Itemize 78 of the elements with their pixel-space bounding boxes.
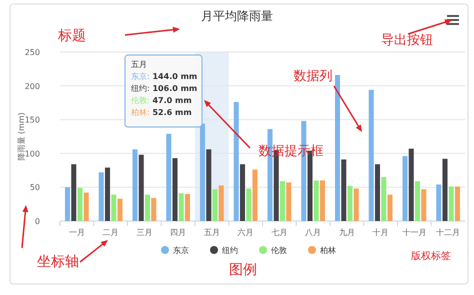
x-tick-label: 一月 [68,228,85,237]
bar [414,181,420,221]
x-tick-label: 十月 [372,228,389,237]
bar [172,158,178,221]
x-tick-label: 九月 [338,228,355,237]
bar [240,164,246,221]
bar [280,181,286,221]
y-tick-label: 100 [24,149,40,158]
annotation: 五月 [131,60,147,69]
y-axis-title: 降雨量 (mm) [17,112,26,161]
legend-label: 东京 [173,246,189,255]
y-tick-label: 0 [34,217,40,226]
legend-label: 柏林 [319,246,336,255]
bar [144,194,150,221]
y-tick-label: 50 [30,183,40,192]
y-tick-label: 200 [24,82,40,91]
bar [84,192,89,221]
bar [387,194,393,221]
x-tick-label: 二月 [102,228,119,237]
bar [286,182,292,221]
bar [347,186,353,221]
text: 图例 [229,262,257,278]
bar [374,164,380,221]
x-tick-label: 八月 [305,228,322,237]
annotation: 东京: 144.0 mm [131,72,198,81]
bar [98,172,104,221]
x-tick-label: 五月 [204,228,220,237]
annotation: 纽约: 106.0 mm [131,84,198,93]
bar [166,134,172,221]
x-tick-label: 十二月 [436,228,460,237]
text: 标题 [57,28,86,44]
bar [77,188,83,221]
bar [117,198,123,221]
legend-label: 纽约 [222,246,238,255]
bar [151,198,156,221]
bar [448,186,454,221]
x-tick-label: 三月 [136,228,152,237]
bar [212,189,218,221]
bar [454,186,460,221]
bar [436,184,442,221]
bar [178,193,184,221]
bar [341,159,346,221]
text: 导出按钮 [381,33,433,48]
bar [71,164,76,221]
bar [314,180,319,221]
bar [408,148,414,221]
legend-label: 伦敦 [271,246,287,255]
bar [184,194,190,221]
text: 坐标轴 [37,254,79,270]
bar [246,188,252,221]
text: 版权标签 [411,250,451,262]
x-tick-label: 四月 [170,228,186,237]
bar [368,90,374,221]
annotation: 数据列 [294,69,332,84]
bar [381,177,386,221]
bar [442,158,448,221]
x-tick-label: 七月 [271,228,288,237]
bar [132,149,138,221]
bar [421,189,426,221]
bar [402,156,408,221]
bar [138,154,144,221]
bar [252,170,258,221]
bar [218,185,224,221]
bar [354,188,359,221]
bar [234,102,239,221]
bar [206,149,212,221]
y-tick-label: 150 [24,116,40,125]
annotation: 伦敦: 47.0 mm [131,96,192,105]
bar [104,168,110,221]
chart-title: 月平均降雨量 [201,9,273,23]
annotation: 柏林: 52.6 mm [130,108,192,117]
bar [320,180,326,221]
bar [111,194,116,221]
bar [334,74,340,221]
x-tick-label: 十一月 [402,228,426,237]
bar [64,187,70,221]
x-tick-label: 六月 [238,228,254,237]
y-tick-label: 250 [24,48,40,57]
